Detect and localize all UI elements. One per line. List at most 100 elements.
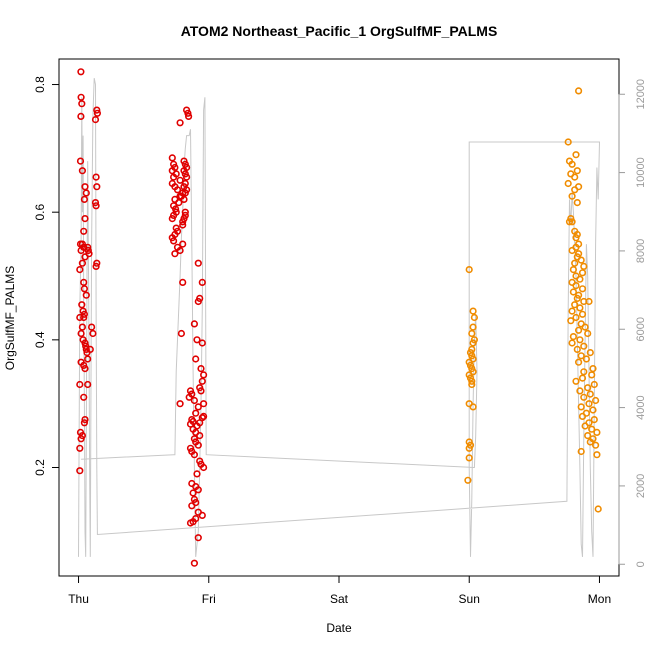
data-point [93, 259, 101, 267]
data-point [469, 323, 477, 331]
data-point [176, 176, 184, 184]
data-point [572, 313, 580, 322]
data-point [574, 87, 583, 95]
data-point [76, 467, 84, 475]
data-point [179, 278, 187, 287]
data-point [576, 275, 584, 283]
data-point [176, 246, 184, 255]
x-tick-label: Thu [68, 592, 89, 606]
data-point [571, 301, 579, 309]
data-point [179, 218, 187, 226]
data-point [577, 256, 585, 264]
data-point [80, 313, 88, 322]
data-point [77, 435, 85, 443]
data-point [464, 476, 472, 484]
data-point [76, 428, 85, 437]
data-point [185, 112, 193, 120]
data-point [80, 285, 88, 293]
data-point [194, 486, 202, 494]
secondary-y-axis: 0 2000 4000 6000 8000 10000 12000 [618, 79, 647, 567]
data-point [81, 183, 89, 191]
data-point [198, 339, 206, 347]
data-point [586, 390, 594, 398]
data-point [586, 349, 594, 357]
data-point [190, 320, 198, 328]
data-point [193, 336, 201, 344]
data-point [568, 218, 576, 226]
data-point [82, 345, 90, 354]
data-point [82, 189, 90, 197]
data-point [194, 259, 202, 267]
data-point [573, 345, 581, 354]
data-point [470, 313, 479, 322]
data-point [177, 329, 185, 338]
data-point [591, 396, 600, 405]
x-axis: Thu Fri Sat Sun Mon [68, 575, 611, 606]
data-point [582, 355, 591, 363]
data-point [82, 342, 90, 350]
data-point [196, 432, 204, 440]
data-point [568, 192, 576, 200]
data-point [571, 186, 579, 194]
data-point [80, 310, 88, 318]
data-point [571, 173, 579, 181]
data-point [468, 377, 476, 385]
data-point [572, 377, 580, 385]
data-point [192, 409, 200, 417]
data-point [469, 403, 477, 411]
data-point [200, 463, 208, 472]
y2-tick-label: 0 [635, 561, 647, 567]
y-axis-label: OrgSulfMF_PALMS [3, 266, 17, 370]
data-point [465, 266, 473, 274]
data-point [588, 371, 596, 379]
data-point [577, 447, 585, 456]
data-point [93, 106, 101, 114]
data-point [179, 221, 187, 229]
data-point [81, 365, 89, 373]
data-point [577, 352, 585, 360]
data-point [200, 371, 208, 379]
data-point [80, 227, 88, 235]
data-point [92, 173, 100, 181]
data-point [580, 368, 588, 376]
data-point [198, 377, 206, 385]
data-point [581, 422, 589, 430]
data-point [183, 173, 191, 181]
data-point [469, 307, 477, 315]
data-point [84, 380, 92, 389]
data-point [81, 416, 89, 424]
data-point [568, 307, 576, 315]
y-tick-label: 0.4 [33, 331, 47, 348]
series-orange [464, 87, 602, 513]
data-point [172, 205, 180, 213]
data-point [578, 374, 587, 382]
data-point [574, 358, 583, 366]
data-point [190, 559, 198, 567]
x-tick-label: Fri [202, 592, 216, 606]
y-tick-label: 0.6 [33, 204, 47, 221]
data-point [593, 451, 601, 459]
data-point [469, 339, 477, 347]
data-point [594, 505, 602, 513]
data-point [588, 425, 596, 433]
data-point [593, 428, 601, 437]
data-point [190, 451, 198, 459]
data-point [576, 387, 584, 395]
data-point [572, 151, 580, 159]
data-point [468, 329, 476, 338]
data-point [185, 393, 193, 401]
data-point [192, 355, 200, 363]
data-point [82, 291, 90, 299]
altitude-line-layer [78, 78, 601, 557]
data-point [84, 243, 92, 251]
data-point [194, 534, 202, 542]
data-point [78, 100, 86, 108]
plot-area-frame [58, 58, 620, 577]
data-point [569, 266, 578, 274]
data-point [176, 119, 184, 127]
x-tick-label: Sun [459, 592, 480, 606]
data-point [568, 246, 576, 255]
data-point [580, 342, 588, 350]
data-point [78, 323, 86, 331]
